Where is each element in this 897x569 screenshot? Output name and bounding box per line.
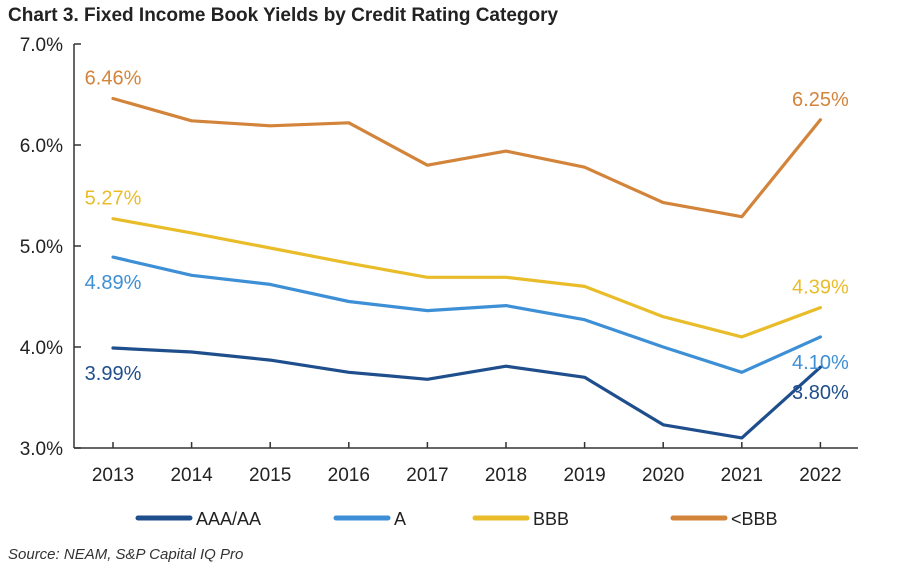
series-line-below-bbb: [111, 96, 823, 219]
data-label: 4.89%: [85, 272, 142, 294]
legend: AAA/AA A BBB <BBB: [135, 509, 778, 529]
data-label: 6.46%: [85, 68, 142, 90]
y-tick-label: 6.0%: [20, 136, 63, 157]
x-tick-label: 2013: [92, 465, 134, 486]
data-label: 3.80%: [792, 382, 849, 404]
y-tick-label: 4.0%: [20, 338, 63, 359]
legend-label: BBB: [533, 509, 569, 529]
x-tick-label: 2020: [642, 465, 684, 486]
data-labels: 3.99% 3.80% 4.89% 4.10% 5.27% 4.39% 6.46% 6.25%: [85, 68, 849, 405]
data-label: 5.27%: [85, 188, 142, 210]
data-label: 4.39%: [792, 277, 849, 299]
legend-item: A: [333, 509, 406, 529]
source-note: Source: NEAM, S&P Capital IQ Pro: [8, 546, 244, 563]
series-lines: [111, 96, 823, 440]
x-tick-label: 2021: [721, 465, 763, 486]
axes: 3.0% 4.0% 5.0% 6.0% 7.0% 2013 2014 2015 2016 2017…: [20, 35, 858, 486]
legend-item: BBB: [472, 509, 569, 529]
legend-item: <BBB: [670, 509, 778, 529]
x-tick-label: 2016: [328, 465, 370, 486]
series-line-bbb: [111, 217, 823, 339]
legend-item: AAA/AA: [135, 509, 261, 529]
legend-label: A: [394, 509, 406, 529]
data-label: 4.10%: [792, 352, 849, 374]
chart-title: Chart 3. Fixed Income Book Yields by Cre…: [8, 5, 559, 26]
legend-label: <BBB: [731, 509, 778, 529]
data-label: 3.99%: [85, 363, 142, 385]
x-tick-label: 2014: [170, 465, 213, 486]
series-line-a: [111, 255, 823, 374]
y-tick-label: 7.0%: [20, 35, 63, 56]
series-line-aaa-aa: [111, 346, 823, 440]
data-label: 6.25%: [792, 89, 849, 111]
x-tick-label: 2018: [485, 465, 527, 486]
x-tick-label: 2022: [799, 465, 841, 486]
x-tick-label: 2015: [249, 465, 291, 486]
x-tick-label: 2017: [406, 465, 448, 486]
x-tick-label: 2019: [563, 465, 605, 486]
y-tick-label: 5.0%: [20, 237, 63, 258]
legend-label: AAA/AA: [196, 509, 261, 529]
y-tick-label: 3.0%: [20, 439, 63, 460]
